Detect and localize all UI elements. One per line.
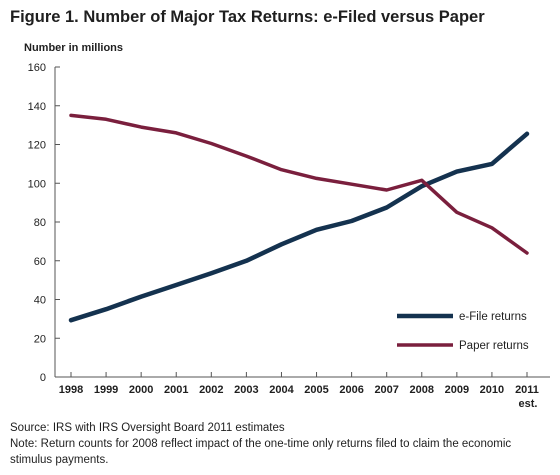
series-line-efile	[68, 131, 530, 323]
x-tick-label: 2007	[374, 384, 398, 396]
x-tick-sublabel: est.	[519, 398, 538, 410]
y-tick-label: 40	[34, 295, 46, 307]
chart-axes: 0 20 40 60 80 100 120 140 160 1998 1999 2000 2001 200…	[28, 62, 550, 410]
y-tick-label: 80	[34, 217, 46, 229]
y-tick-label: 60	[34, 256, 46, 268]
x-tick-label: 2002	[199, 384, 223, 396]
x-tick-label: 2009	[445, 384, 469, 396]
series-line-paper	[69, 113, 529, 255]
source-note: Source: IRS with IRS Oversight Board 201…	[10, 422, 285, 434]
legend-label-efile: e-File returns	[459, 311, 527, 323]
y-tick-label: 160	[28, 62, 46, 74]
x-tick-label: 2000	[129, 384, 153, 396]
y-tick-label: 120	[28, 140, 46, 152]
x-tick-label: 2008	[410, 384, 434, 396]
chart-notes: Source: IRS with IRS Oversight Board 201…	[10, 420, 555, 468]
line-chart: 0 20 40 60 80 100 120 140 160 1998 1999 2000 2001 200…	[28, 62, 550, 410]
x-tick-label: 2004	[269, 384, 294, 396]
x-tick-label: 2005	[304, 384, 328, 396]
x-tick-label: 1998	[59, 384, 83, 396]
y-axis-label: Number in millions	[24, 42, 124, 54]
y-tick-label: 140	[28, 101, 46, 113]
footnote: Note: Return counts for 2008 reflect imp…	[10, 438, 512, 466]
legend-label-paper: Paper returns	[459, 340, 529, 352]
y-tick-label: 0	[40, 372, 46, 384]
y-tick-label: 20	[34, 333, 46, 345]
x-tick-label: 1999	[94, 384, 118, 396]
x-tick-label: 2011	[515, 384, 539, 396]
chart-series	[68, 113, 530, 323]
chart-legend: e-File returns Paper returns	[397, 311, 529, 352]
x-tick-label: 2003	[234, 384, 258, 396]
y-tick-label: 100	[28, 178, 46, 190]
x-tick-label: 2010	[480, 384, 504, 396]
x-tick-label: 2001	[164, 384, 188, 396]
chart-title: Figure 1. Number of Major Tax Returns: e…	[10, 8, 485, 26]
x-tick-label: 2006	[339, 384, 363, 396]
